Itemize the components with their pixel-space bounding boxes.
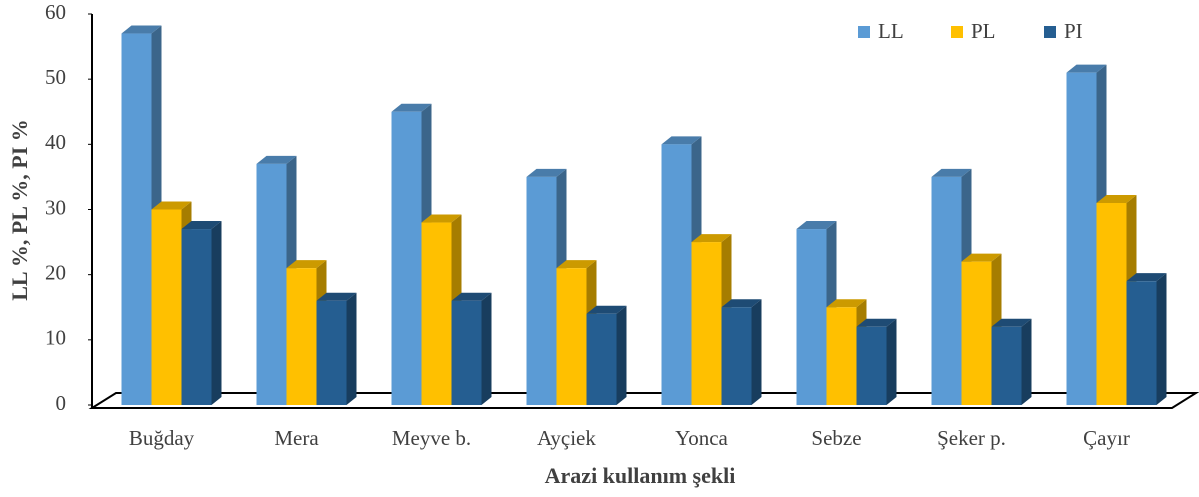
bar (421, 222, 452, 405)
bar-top (1066, 64, 1107, 73)
bar-side (1156, 273, 1167, 405)
bar-top (526, 168, 567, 177)
bar-top (661, 136, 702, 145)
bar-top (421, 214, 462, 223)
y-axis-title: LL %, PL %, PI % (7, 119, 32, 301)
bar-top (451, 292, 492, 301)
bar-top (151, 201, 192, 210)
bar (586, 313, 617, 405)
x-tick-label: Çayır (1083, 426, 1130, 450)
floor (88, 392, 1199, 409)
y-tick-label: 0 (56, 391, 67, 415)
bar (391, 111, 422, 405)
bar (121, 33, 152, 406)
bar-group (586, 305, 627, 405)
bar (181, 229, 212, 405)
legend-label: PI (1064, 19, 1083, 43)
bar-top (121, 25, 162, 34)
bar-group (316, 292, 357, 405)
bar-group (721, 299, 762, 405)
bar (661, 144, 692, 406)
bar-top (931, 168, 972, 177)
bar-top (286, 260, 327, 269)
y-tick-label: 60 (45, 0, 66, 24)
bar (691, 242, 722, 405)
bar (991, 326, 1022, 405)
bar-top (961, 253, 1002, 262)
bar-side (346, 292, 357, 405)
y-tick-label: 20 (45, 260, 66, 284)
y-tick-label: 50 (45, 65, 66, 89)
bar (856, 326, 887, 405)
bar (826, 307, 857, 405)
x-tick-label: Yonca (675, 426, 728, 450)
x-axis-title: Arazi kullanım şekli (545, 463, 736, 488)
bar-top (316, 292, 357, 301)
bar (316, 300, 347, 405)
x-tick-label: Sebze (811, 426, 861, 450)
bar-top (856, 318, 897, 327)
bar-top (181, 221, 222, 230)
bar-top (826, 299, 867, 308)
bar-top (796, 221, 837, 230)
bar (286, 268, 317, 405)
bar (556, 268, 587, 405)
bar-group (1126, 273, 1167, 405)
x-tick-label: Meyve b. (392, 426, 471, 450)
x-tick-label: Buğday (129, 426, 195, 450)
bar (1126, 281, 1157, 405)
bar-group (856, 318, 897, 405)
bar-group (991, 318, 1032, 405)
bar (256, 163, 287, 405)
bar-group (451, 292, 492, 405)
x-tick-label: Mera (274, 426, 319, 450)
bar (526, 176, 557, 405)
bar-top (1126, 273, 1167, 282)
legend-swatch (951, 26, 963, 38)
bar-side (751, 299, 762, 405)
bar (151, 209, 182, 405)
bar-side (481, 292, 492, 405)
x-tick-label: Ayçiek (537, 426, 596, 450)
legend-label: LL (878, 19, 904, 43)
bar (931, 176, 962, 405)
x-tick-label: Şeker p. (937, 426, 1006, 450)
bar (1096, 202, 1127, 405)
bar-top (586, 305, 627, 314)
legend-label: PL (971, 19, 996, 43)
y-tick-label: 30 (45, 195, 66, 219)
bar-side (211, 221, 222, 405)
y-tick-label: 10 (45, 326, 66, 350)
bar-top (556, 260, 597, 269)
bar (961, 261, 992, 405)
bar-top (691, 234, 732, 243)
bar-top (991, 318, 1032, 327)
bar (1066, 72, 1097, 406)
bar-top (391, 103, 432, 112)
bar (721, 307, 752, 405)
bar-top (1096, 194, 1137, 203)
bar (796, 229, 827, 405)
bar-top (256, 155, 297, 164)
y-tick-label: 40 (45, 130, 66, 154)
bar-side (886, 318, 897, 405)
bar-side (1021, 318, 1032, 405)
bar (451, 300, 482, 405)
bar-top (721, 299, 762, 308)
legend-swatch (858, 26, 870, 38)
legend-swatch (1044, 26, 1056, 38)
bar-group (181, 221, 222, 405)
bar-side (616, 305, 627, 405)
